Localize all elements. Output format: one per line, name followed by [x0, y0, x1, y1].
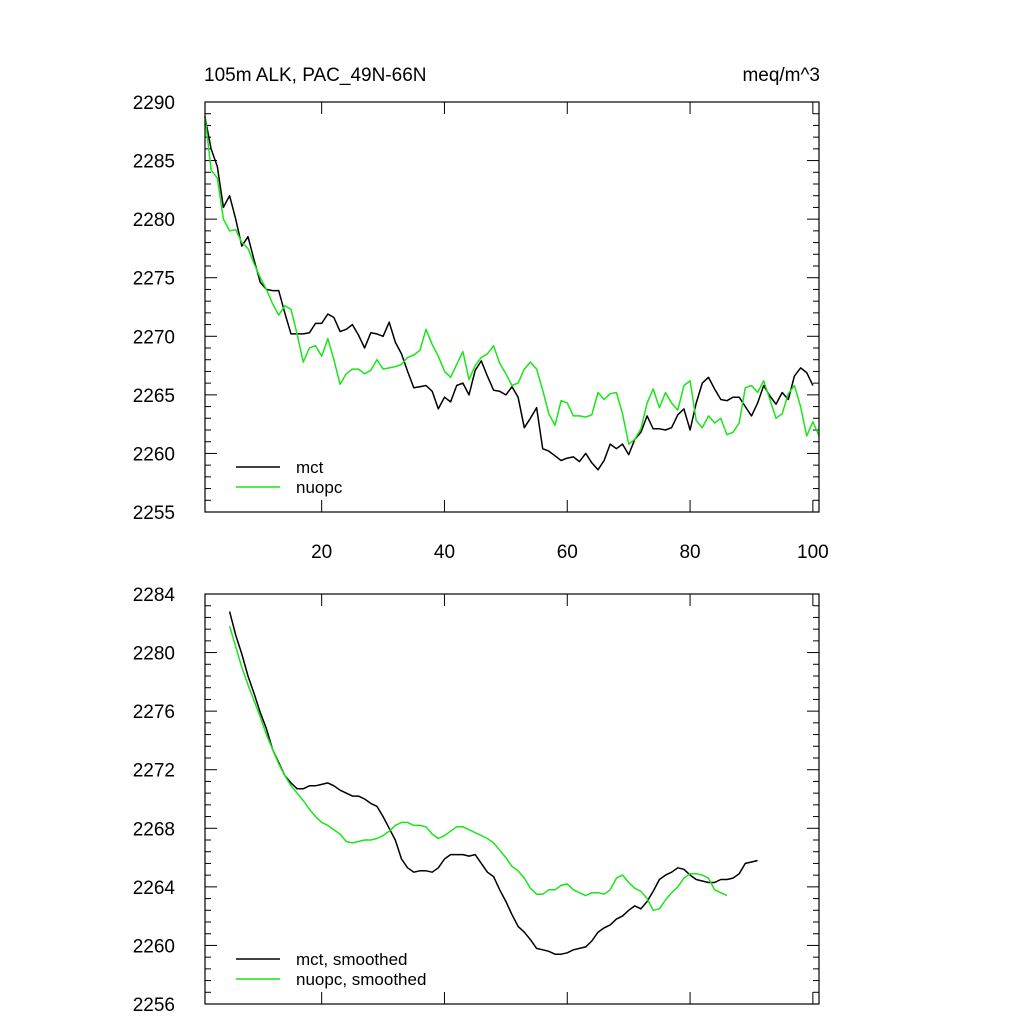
top-y-tick-label: 2280 [133, 210, 175, 231]
top-y-tick-label: 2265 [133, 386, 175, 407]
top-x-tick-label: 80 [679, 542, 700, 563]
bottom-y-tick-label: 2272 [133, 761, 175, 782]
bottom-y-tick-label: 2284 [133, 585, 176, 606]
bottom-y-tick-label: 2268 [133, 819, 175, 840]
bottom-chart-series [228, 611, 758, 955]
bottom-legend-label: nuopc, smoothed [296, 970, 426, 989]
bottom-y-tick-label: 2276 [133, 702, 175, 723]
bottom-y-tick-label: 2264 [133, 878, 176, 899]
top-legend-label: nuopc [296, 478, 343, 497]
top-x-tick-label: 60 [557, 542, 578, 563]
top-chart-frame [204, 101, 820, 513]
bottom-series-line-mct [228, 611, 758, 955]
top-chart-panel: 105m ALK, PAC_49N-66N meq/m^3 2255226022… [133, 65, 829, 563]
top-y-tick-label: 2255 [133, 503, 175, 524]
bottom-chart-ticks: 2256 2260 2264 2268 2272 2276 2280 2284 [133, 585, 819, 1016]
top-y-tick-label: 2275 [133, 269, 175, 290]
bottom-y-tick-label: 2280 [133, 644, 175, 665]
top-x-tick-label: 40 [434, 542, 455, 563]
bottom-series-line-nuopc [228, 625, 728, 912]
top-x-tick-label: 20 [311, 542, 332, 563]
top-legend-label: mct [296, 458, 324, 477]
bottom-y-tick-label: 2256 [133, 995, 175, 1016]
bottom-chart-frame [204, 593, 820, 1005]
top-chart-series [204, 116, 820, 471]
top-y-tick-label: 2270 [133, 327, 175, 348]
top-chart-units: meq/m^3 [742, 65, 820, 86]
top-y-tick-label: 2260 [133, 444, 175, 465]
top-series-line-nuopc [204, 116, 820, 445]
top-chart-ticks: 2255 2260 2265 2270 2275 2280 2285 2290 20 40 60 80… [133, 93, 829, 563]
bottom-y-tick-label: 2260 [133, 936, 175, 957]
top-series-line-mct [204, 117, 814, 471]
top-y-tick-label: 2285 [133, 152, 175, 173]
bottom-chart-panel: 2256 2260 2264 2268 2272 2276 2280 2284 mct, sm… [133, 585, 820, 1016]
top-y-tick-label: 2290 [133, 93, 175, 114]
bottom-legend-label: mct, smoothed [296, 950, 408, 969]
top-chart-title: 105m ALK, PAC_49N-66N [204, 65, 427, 86]
top-x-tick-label: 100 [797, 542, 829, 563]
